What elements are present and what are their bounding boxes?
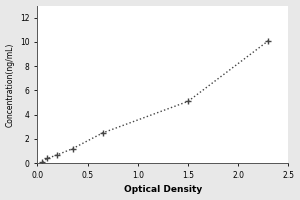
X-axis label: Optical Density: Optical Density bbox=[124, 185, 202, 194]
Y-axis label: Concentration(ng/mL): Concentration(ng/mL) bbox=[6, 42, 15, 127]
